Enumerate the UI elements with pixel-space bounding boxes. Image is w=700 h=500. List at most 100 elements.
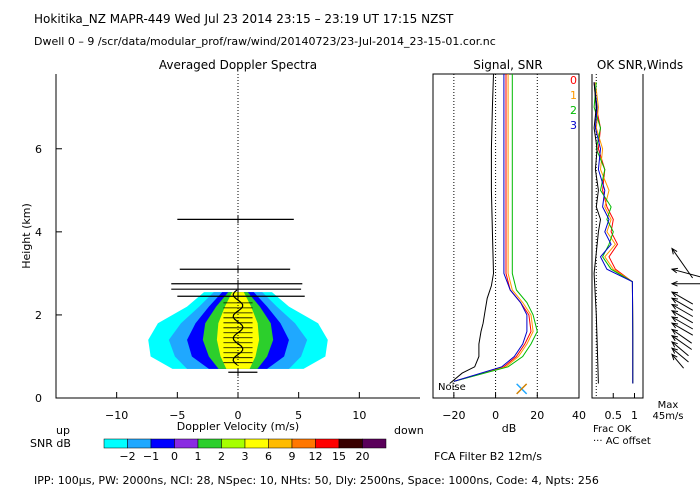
- spectra-title: Averaged Doppler Spectra: [159, 58, 317, 72]
- x-tick-label-3: 5: [295, 409, 302, 422]
- colorbar-swatch-0: [103, 438, 128, 449]
- wind-vector-3: [671, 291, 694, 305]
- y-tick-label-0: 0: [35, 392, 42, 405]
- y-axis-label: Height (km): [20, 203, 33, 269]
- signal-x-tick-label-0: −20: [442, 409, 465, 422]
- ok-series-3: [593, 82, 634, 384]
- ok-series-2: [593, 82, 634, 384]
- signal-title: Signal, SNR: [473, 58, 542, 72]
- colorbar-swatch-4: [197, 438, 222, 449]
- colorbar-label-8: 12: [309, 450, 323, 463]
- wind-vector-0: [671, 248, 694, 279]
- colorbar-label-1: −1: [143, 450, 159, 463]
- noise-label: Noise: [438, 382, 466, 393]
- ok-x-tick-label-1: 1: [631, 409, 638, 422]
- header-dwell: Dwell 0 – 9 /scr/data/modular_prof/raw/w…: [34, 35, 496, 48]
- colorbar-swatch-7: [268, 438, 293, 449]
- colorbar-label-5: 3: [242, 450, 249, 463]
- colorbar-label-10: 20: [356, 450, 370, 463]
- signal-x-tick-label-2: 20: [530, 409, 544, 422]
- wind-arrowhead-8: [670, 322, 679, 329]
- legend-number-3: 3: [570, 119, 577, 132]
- wind-arrowhead-9: [670, 328, 678, 335]
- signal-series-2: [453, 74, 538, 382]
- snr-db-label: SNR dB: [30, 437, 71, 450]
- signal-series-1: [453, 74, 534, 382]
- colorbar-label-9: 15: [332, 450, 346, 463]
- x-tick-label-2: 0: [235, 409, 242, 422]
- wind-vector-6: [671, 310, 694, 324]
- colorbar-swatch-1: [127, 438, 152, 449]
- x-axis-label: Doppler Velocity (m/s): [177, 420, 299, 433]
- y-tick-label-1: 2: [35, 309, 42, 322]
- colorbar-swatch-5: [221, 438, 246, 449]
- signal-layer: −20 0 20 40: [442, 73, 586, 422]
- colorbar-label-3: 1: [195, 450, 202, 463]
- footer-params: IPP: 100µs, PW: 2000ns, NCI: 28, NSpec: …: [34, 474, 599, 487]
- x-tick-label-4: 10: [352, 409, 366, 422]
- max-label: Max: [658, 400, 679, 411]
- up-label: up: [56, 424, 70, 437]
- wind-arrowhead-11: [671, 341, 678, 348]
- wind-layer: [670, 247, 700, 369]
- colorbar-swatch-8: [291, 438, 316, 449]
- max-speed-label: 45m/s: [652, 411, 683, 422]
- wind-arrowhead-3: [670, 291, 679, 298]
- legend-number-2: 2: [570, 104, 577, 117]
- colorbar-label-7: 9: [289, 450, 296, 463]
- x-tick-label-1: −5: [169, 409, 185, 422]
- series-legend: 0 1 2 3: [570, 74, 577, 132]
- wind-vector-10: [671, 335, 692, 350]
- ok-x-tick-label-0: 0.5: [605, 409, 623, 422]
- fca-filter-label: FCA Filter B2 12m/s: [434, 450, 542, 463]
- colorbar-swatch-11: [362, 438, 387, 449]
- colorbar-label-2: 0: [171, 450, 178, 463]
- snr-colorbar: −2 −1 0 1 2 3 6 9 12 15 20: [103, 438, 387, 463]
- wind-vector-1: [671, 268, 700, 278]
- snr-contour-core: [216, 292, 260, 369]
- wind-arrowhead-12: [671, 347, 678, 354]
- wind-arrowhead-1: [670, 267, 678, 274]
- colorbar-label-4: 2: [218, 450, 225, 463]
- wind-vector-5: [671, 304, 694, 317]
- ac-offset-label: ··· AC offset: [593, 436, 651, 447]
- wind-arrowhead-0: [671, 247, 678, 255]
- wind-arrowhead-6: [670, 310, 679, 316]
- signal-series-3: [453, 74, 528, 382]
- colorbar-swatch-10: [338, 438, 363, 449]
- wind-vector-12: [671, 347, 689, 363]
- wind-arrowhead-5: [670, 303, 679, 310]
- frac-ok-label: Frac OK: [593, 424, 632, 435]
- signal-series-noise: [449, 73, 495, 384]
- ok-axes: [591, 74, 644, 399]
- ok-title: OK SNR,Winds: [597, 58, 683, 72]
- wind-vector-13: [671, 354, 684, 369]
- ok-series-ok-fraction: [593, 82, 602, 384]
- wind-arrowhead-10: [670, 334, 678, 342]
- x-tick-label-0: −10: [105, 409, 128, 422]
- ok-series-1: [594, 82, 634, 384]
- signal-x-tick-label-3: 40: [572, 409, 586, 422]
- wind-vector-4: [671, 297, 694, 311]
- wind-arrowhead-4: [670, 297, 679, 304]
- wind-arrowhead-2: [670, 280, 678, 287]
- wind-arrowhead-7: [670, 316, 679, 323]
- colorbar-swatch-3: [174, 438, 199, 449]
- wind-vector-7: [671, 316, 694, 330]
- legend-number-1: 1: [570, 89, 577, 102]
- y-tick-label-3: 6: [35, 143, 42, 156]
- wind-vector-9: [671, 329, 692, 344]
- wind-arrowhead-13: [671, 353, 678, 361]
- wind-vector-11: [671, 341, 689, 357]
- colorbar-swatch-9: [315, 438, 340, 449]
- signal-marker-b: [516, 383, 528, 395]
- down-label: down: [394, 424, 424, 437]
- ok-layer: 0.5 1: [593, 74, 638, 422]
- colorbar-label-6: 6: [265, 450, 272, 463]
- signal-x-tick-label-1: 0: [492, 409, 499, 422]
- y-tick-label-2: 4: [35, 226, 42, 239]
- legend-number-0: 0: [570, 74, 577, 87]
- colorbar-label-0: −2: [119, 450, 135, 463]
